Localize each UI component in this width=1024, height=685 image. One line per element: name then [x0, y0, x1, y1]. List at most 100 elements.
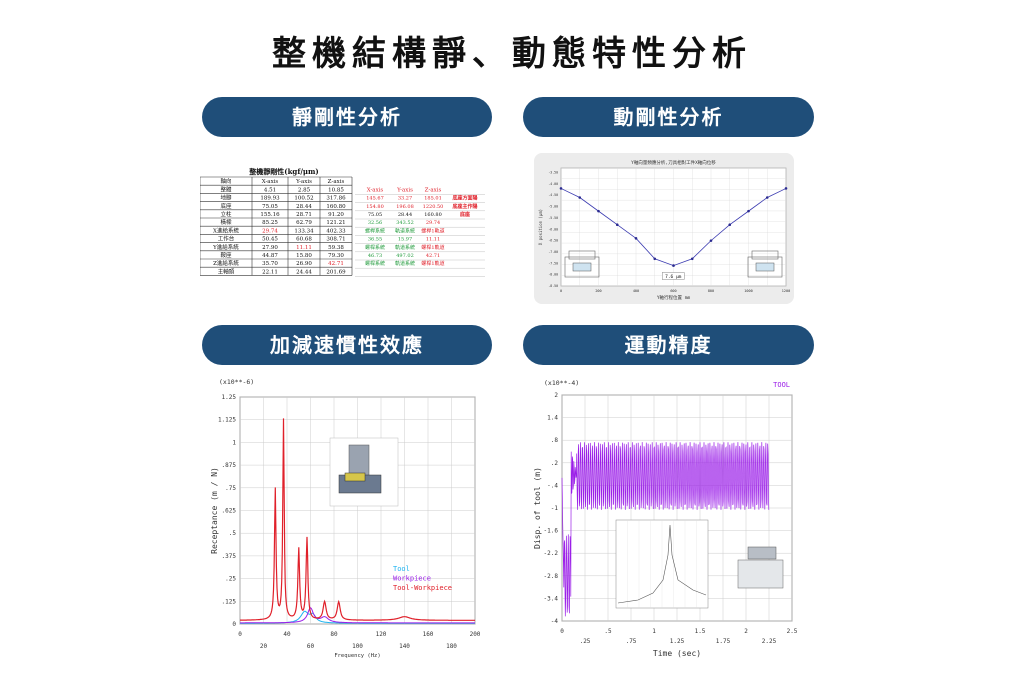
dyn-point	[765, 196, 769, 199]
dyn-point	[597, 209, 600, 213]
dyn-ytick: -7.50	[548, 261, 558, 265]
machine-sketch-right	[747, 250, 783, 278]
table-cell: 立柱	[220, 210, 232, 218]
table-cell: 底座	[220, 202, 232, 210]
table-cell: 2.85	[298, 187, 311, 193]
table-cell: 35.70	[262, 261, 278, 267]
rec-xtick: 20	[260, 643, 268, 650]
table-header-cell: X-axis	[262, 179, 279, 185]
machine-beam	[568, 250, 596, 260]
dyn-annotation: 7.6 μm	[665, 274, 682, 280]
table-cell: 主軸頭	[218, 267, 235, 275]
table-cell: 26.90	[296, 261, 312, 267]
extra-cell: 185.01	[424, 196, 442, 202]
dyn-ylabel: X position (μm)	[538, 209, 543, 245]
extra-cell: 32.56	[368, 220, 382, 226]
disp-ytick: -1.6	[544, 528, 559, 535]
disp-xtick: 0	[560, 628, 564, 635]
disp-xtick: .5	[604, 628, 612, 635]
table-cell: 402.33	[326, 228, 346, 234]
disp-ytick: -2.8	[544, 573, 559, 580]
extra-cell: 160.80	[424, 212, 442, 218]
extra-cell: 145.67	[366, 196, 384, 202]
extra-cell: 75.05	[368, 212, 382, 218]
extra-header-cell: Y-axis	[396, 187, 413, 193]
table-cell: 62.79	[296, 220, 312, 226]
table-cell: 91.20	[328, 212, 344, 218]
displacement-chart: (x10**-4) TOOL -4 -3.4 -2.8 -2.2 -1.6 -1 -.4 .2 .8…	[533, 379, 798, 658]
dyn-xtick: 1200	[782, 289, 790, 293]
table-cell: 201.69	[326, 269, 346, 275]
table-cell: 24.44	[296, 269, 312, 275]
receptance-panel: (x10**-6) 0 .125 .25 .375 .5 .625 .75 .875 1 1.125…	[205, 375, 490, 660]
disp-xtick: 2	[744, 628, 748, 635]
dyn-ytick: -8.50	[548, 284, 558, 288]
machine-workpiece	[344, 472, 366, 482]
extra-header-cell: Z-axis	[425, 187, 442, 193]
machine-frame	[747, 256, 783, 278]
disp-ytick: .8	[551, 437, 559, 444]
disp-xtick: 2.25	[762, 638, 777, 645]
table-cell: 60.68	[296, 237, 312, 243]
table-header-cell: Y-axis	[295, 179, 312, 185]
extra-cell: 42.71	[426, 253, 440, 259]
machine-base	[737, 559, 784, 589]
table-cell: Y進給系統	[212, 243, 239, 251]
disp-xtick: 1	[652, 628, 656, 635]
extra-cell: 497.02	[396, 253, 414, 259]
disp-xtick: 2.5	[787, 628, 798, 635]
rec-ytick: 0	[232, 621, 236, 628]
static-stiffness-panel: 整機靜剛性(kgf/μm) 軸向 X-axis Y-axis Z-axis 整體 4.51 2…	[199, 165, 490, 295]
extra-cell: 螺桿系統	[365, 244, 385, 251]
extra-cell: 15.97	[398, 237, 412, 243]
extra-cell: 29.74	[426, 220, 440, 226]
disp-xtick: .75	[626, 638, 637, 645]
table-header-cell: 軸向	[220, 177, 231, 185]
rec-xlabel: Frequency (Hz)	[334, 653, 380, 659]
table-cell: 50.45	[262, 237, 278, 243]
receptance-chart: (x10**-6) 0 .125 .25 .375 .5 .625 .75 .875 1 1.125…	[210, 378, 481, 659]
rec-xtick: 160	[423, 631, 434, 638]
machine-sketch-left	[564, 250, 600, 278]
rec-xtick: 100	[352, 643, 363, 650]
rec-ytick: 1	[232, 439, 236, 446]
extra-cell: 154.80	[366, 204, 384, 210]
table-cell: Z進給系統	[213, 259, 239, 267]
rec-ytick: .875	[222, 462, 237, 469]
table-cell: 317.86	[326, 196, 346, 202]
table-cell: 28.71	[296, 212, 312, 218]
table-cell: 27.90	[262, 245, 278, 251]
table-cell: 155.16	[260, 212, 280, 218]
rec-ytick: 1.25	[222, 394, 237, 401]
dyn-ytick: -6.50	[548, 239, 558, 243]
extra-cell: 螺桿1軌道	[421, 227, 444, 234]
dyn-xlabel: Y軸行程位置 mm	[657, 294, 691, 301]
rec-series-workpiece	[240, 607, 475, 624]
inset-curve	[617, 524, 707, 604]
rec-ylabel: Receptance (m / N)	[210, 467, 219, 554]
rec-ytick: .5	[229, 530, 237, 537]
rec-xtick: 80	[330, 631, 338, 638]
disp-ytick: -3.4	[544, 595, 559, 602]
extra-cell: 36.55	[368, 237, 382, 243]
extra-cell: 軌道系統	[395, 227, 415, 234]
extra-cell: 軌道系統	[395, 244, 415, 251]
rec-ytick: .25	[225, 576, 236, 583]
page-title: 整機結構靜、動態特性分析	[272, 34, 752, 74]
table-cell: 75.05	[262, 204, 278, 210]
dyn-point	[615, 223, 619, 227]
extra-cell: 11.11	[426, 237, 440, 243]
dyn-xtick: 200	[595, 289, 601, 293]
displacement-panel: (x10**-4) TOOL -4 -3.4 -2.8 -2.2 -1.6 -1 -.4 .2 .8…	[528, 375, 808, 660]
disp-ylabel: Disp. of tool (m)	[533, 467, 542, 549]
table-cell: 22.11	[262, 269, 278, 275]
rec-legend-item: Tool-Workpiece	[393, 584, 452, 592]
section-motion-accuracy: 運動精度	[523, 325, 814, 365]
dyn-point	[747, 209, 750, 213]
section-dynamic-stiffness: 動剛性分析	[523, 97, 814, 137]
rec-ytick: 1.125	[218, 417, 236, 424]
table-cell: 133.34	[294, 228, 314, 234]
disp-legend-item: TOOL	[773, 381, 790, 389]
table-cell: 橫樑	[220, 218, 232, 226]
section-accel-inertia: 加減速慣性效應	[202, 325, 492, 365]
